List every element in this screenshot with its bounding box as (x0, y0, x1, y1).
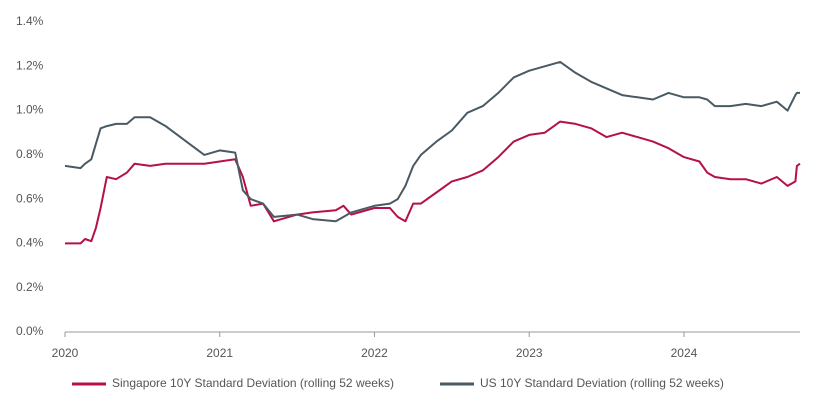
series-line (64, 60, 800, 223)
y-tick-label: 0.8% (16, 147, 44, 161)
y-tick-label: 1.0% (16, 103, 44, 117)
y-tick-label: 0.4% (16, 236, 44, 250)
x-tick-label: 2021 (206, 346, 233, 360)
x-tick-label: 2023 (516, 346, 543, 360)
y-tick-label: 1.2% (16, 58, 44, 72)
x-tick-label: 2020 (52, 346, 79, 360)
y-tick-label: 1.4% (16, 14, 44, 28)
y-tick-label: 0.2% (16, 280, 44, 294)
legend-label: Singapore 10Y Standard Deviation (rollin… (112, 376, 394, 390)
y-tick-label: 0.6% (16, 191, 44, 205)
legend-label: US 10Y Standard Deviation (rolling 52 we… (480, 376, 724, 390)
series-line (65, 120, 801, 245)
x-tick-label: 2022 (361, 346, 388, 360)
y-tick-label: 0.0% (16, 324, 44, 338)
x-tick-label: 2024 (671, 346, 698, 360)
